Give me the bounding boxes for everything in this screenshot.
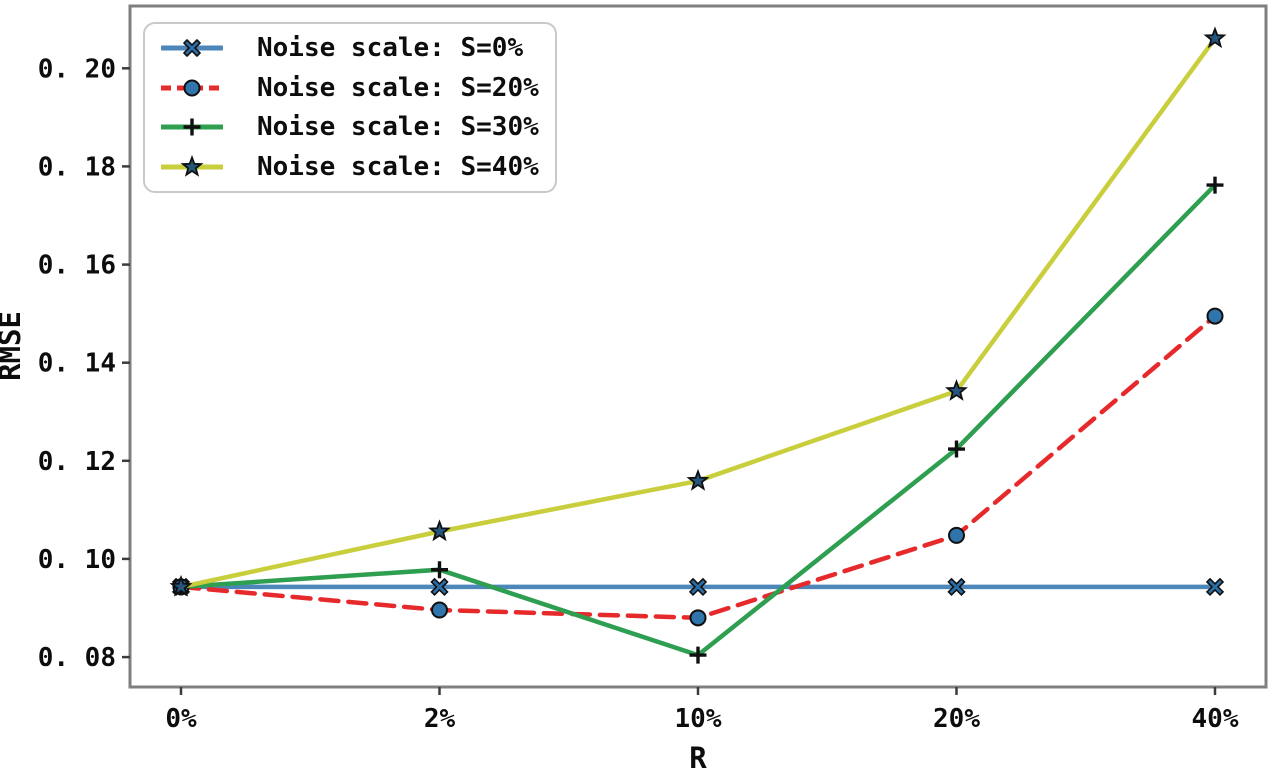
legend-label: Noise scale: S=20% [257,72,539,103]
y-tick-label: 0. 18 [38,152,116,182]
plus-marker-icon [948,440,965,458]
x-marker-icon [688,577,708,597]
circle-marker-icon [689,609,707,627]
star-marker-icon [169,574,193,597]
legend-item: Noise scale: S=30% [155,108,545,148]
x-marker-icon [430,577,449,597]
star-marker-icon [428,519,451,542]
legend-line-sample [161,38,223,58]
circle-marker-icon [948,526,965,544]
star-marker-icon [686,468,710,491]
x-tick-label: 0% [165,704,197,734]
y-tick-label: 0. 10 [38,545,116,575]
y-tick-label: 0. 08 [38,643,116,673]
circle-marker-icon [1206,307,1224,325]
plus-marker-icon [1206,176,1224,194]
plot-area: 0. 08 0. 10 0. 12 0. 14 0. 16 0. 18 0. 20 0% 2% 1… [38,4,1268,734]
circle-marker-icon [431,601,448,619]
x-axis-title: R [689,741,707,775]
circle-marker-icon [183,79,201,97]
plus-marker-icon [183,118,201,136]
plus-marker-icon [431,561,448,579]
y-tick-label: 0. 12 [38,447,116,477]
legend-label: Noise scale: S=30% [257,112,539,143]
legend-item: Noise scale: S=0% [155,28,545,68]
series-line-1 [178,313,1218,621]
star-marker-icon [1203,26,1227,49]
x-tick-label: 2% [424,704,456,734]
y-tick-label: 0. 20 [38,54,116,84]
legend-label: Noise scale: S=40% [257,152,539,183]
plus-marker-icon [689,646,707,664]
star-marker-icon [945,379,968,401]
legend-label: Noise scale: S=0% [257,32,524,63]
x-marker-icon [947,577,966,597]
legend-line-sample [161,79,223,97]
x-tick-label: 40% [1192,704,1239,734]
star-marker-icon [180,155,204,177]
x-tick-label: 10% [675,704,722,734]
y-tick-label: 0. 16 [38,251,116,281]
legend-line-sample [161,118,223,136]
x-marker-icon [182,38,202,58]
legend: Noise scale: S=0% Noise scale: S=20% Noise… [143,22,557,193]
legend-item: Noise scale: S=20% [155,68,545,108]
y-tick-label: 0. 14 [38,349,116,379]
legend-item: Noise scale: S=40% [155,147,545,187]
x-tick-label: 20% [933,704,980,734]
y-axis-title: RMSE [0,311,27,381]
x-marker-icon [1205,577,1225,597]
legend-line-sample [161,155,223,177]
